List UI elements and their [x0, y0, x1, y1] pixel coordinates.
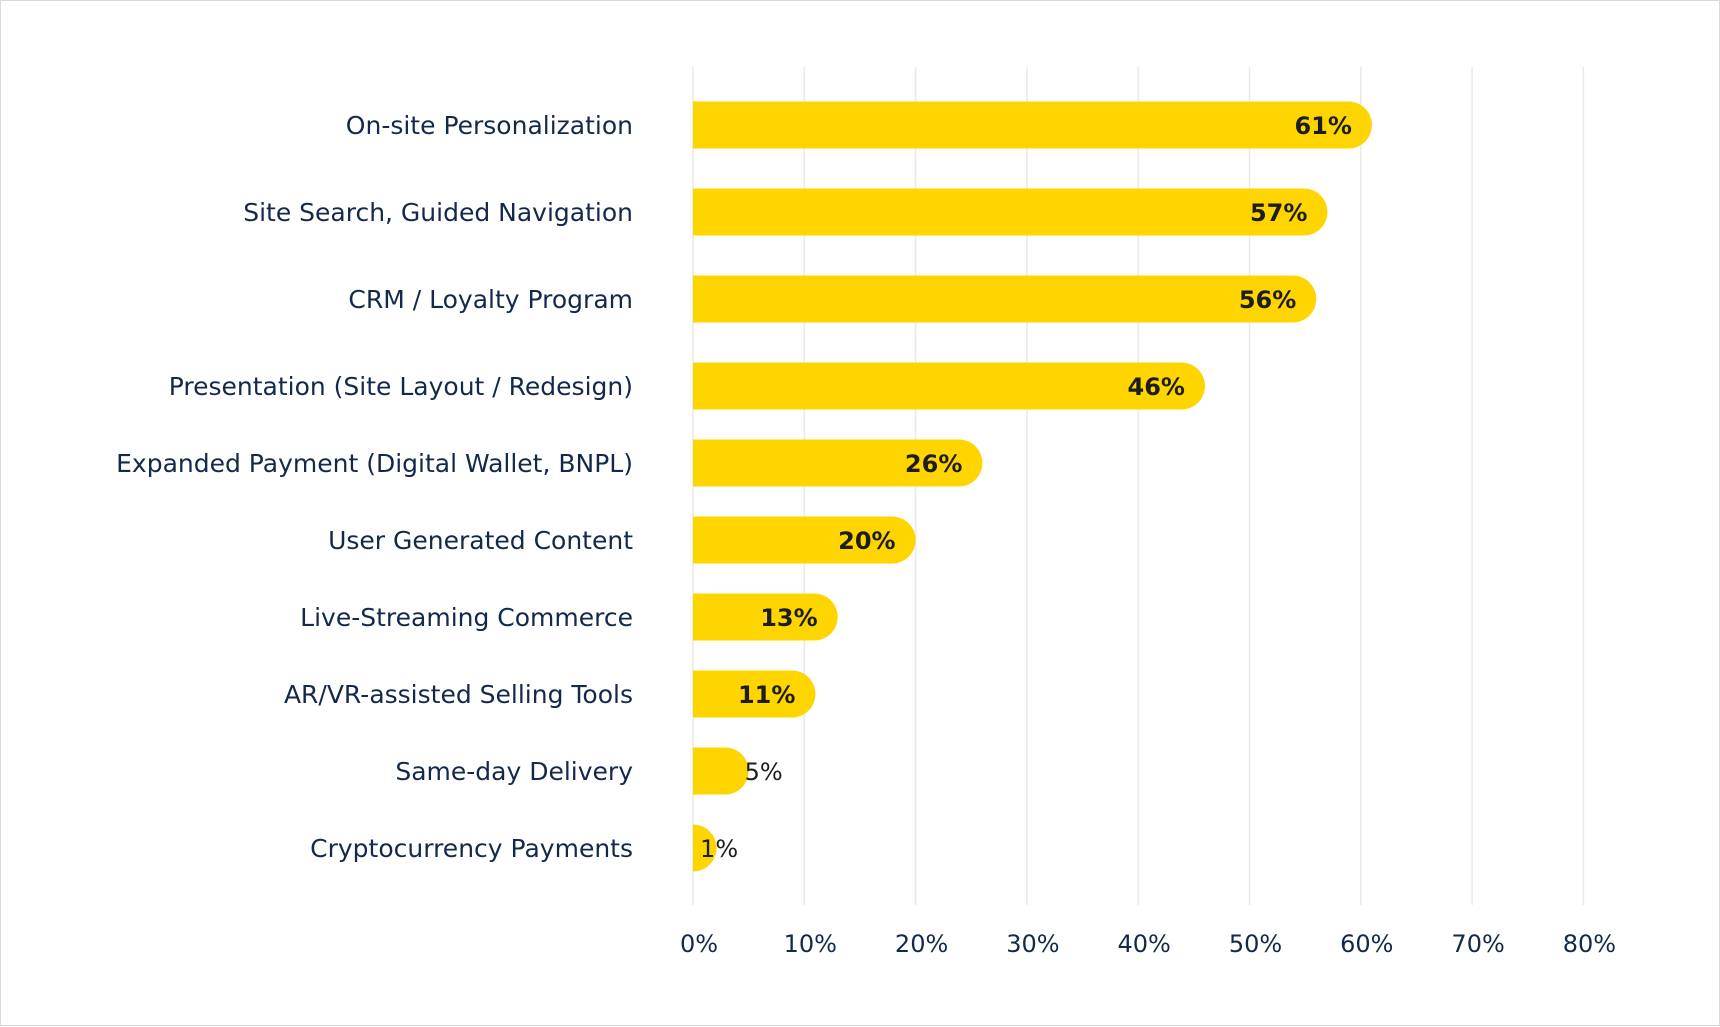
value-label: 46%: [1128, 373, 1185, 401]
x-tick-label: 60%: [1340, 930, 1393, 958]
x-tick-label: 80%: [1563, 930, 1616, 958]
value-label: 13%: [760, 604, 817, 632]
x-tick-label: 20%: [895, 930, 948, 958]
value-label: 1%: [700, 835, 738, 863]
bar: [693, 516, 916, 564]
category-label: Same-day Delivery: [395, 757, 633, 786]
category-label: On-site Personalization: [346, 111, 633, 140]
value-label: 20%: [838, 527, 895, 555]
category-labels: On-site Personalization Site Search, Guid…: [116, 111, 633, 863]
bar: [693, 439, 983, 487]
value-label: 26%: [905, 450, 962, 478]
value-label: 5%: [745, 758, 783, 786]
value-label: 11%: [738, 681, 795, 709]
x-tick-label: 10%: [784, 930, 837, 958]
x-tick-label: 0%: [680, 930, 718, 958]
category-label: Live-Streaming Commerce: [300, 603, 633, 632]
value-label: 57%: [1250, 199, 1307, 227]
bar: [693, 593, 838, 641]
category-label: Expanded Payment (Digital Wallet, BNPL): [116, 449, 633, 478]
value-label: 61%: [1294, 112, 1351, 140]
bar: [693, 824, 717, 872]
category-label: Site Search, Guided Navigation: [243, 198, 633, 227]
x-axis-ticks: 0% 10% 20% 30% 40% 50% 60% 70% 80%: [680, 930, 1616, 958]
x-tick-label: 70%: [1451, 930, 1504, 958]
x-tick-label: 40%: [1118, 930, 1171, 958]
bar: [693, 188, 1328, 236]
x-tick-label: 30%: [1006, 930, 1059, 958]
value-label: 56%: [1239, 286, 1296, 314]
category-label: CRM / Loyalty Program: [348, 285, 633, 314]
bars: [693, 101, 1372, 872]
value-labels: 61% 57% 56% 46% 26% 20% 13% 11% 5% 1%: [700, 112, 1352, 863]
bar: [693, 101, 1372, 149]
bar: [693, 747, 749, 795]
category-label: Presentation (Site Layout / Redesign): [169, 372, 633, 401]
category-label: AR/VR-assisted Selling Tools: [284, 680, 633, 709]
category-label: Cryptocurrency Payments: [310, 834, 633, 863]
bar: [693, 670, 816, 718]
bar: [693, 275, 1317, 323]
x-tick-label: 50%: [1229, 930, 1282, 958]
category-label: User Generated Content: [328, 526, 633, 555]
bar: [693, 362, 1205, 410]
